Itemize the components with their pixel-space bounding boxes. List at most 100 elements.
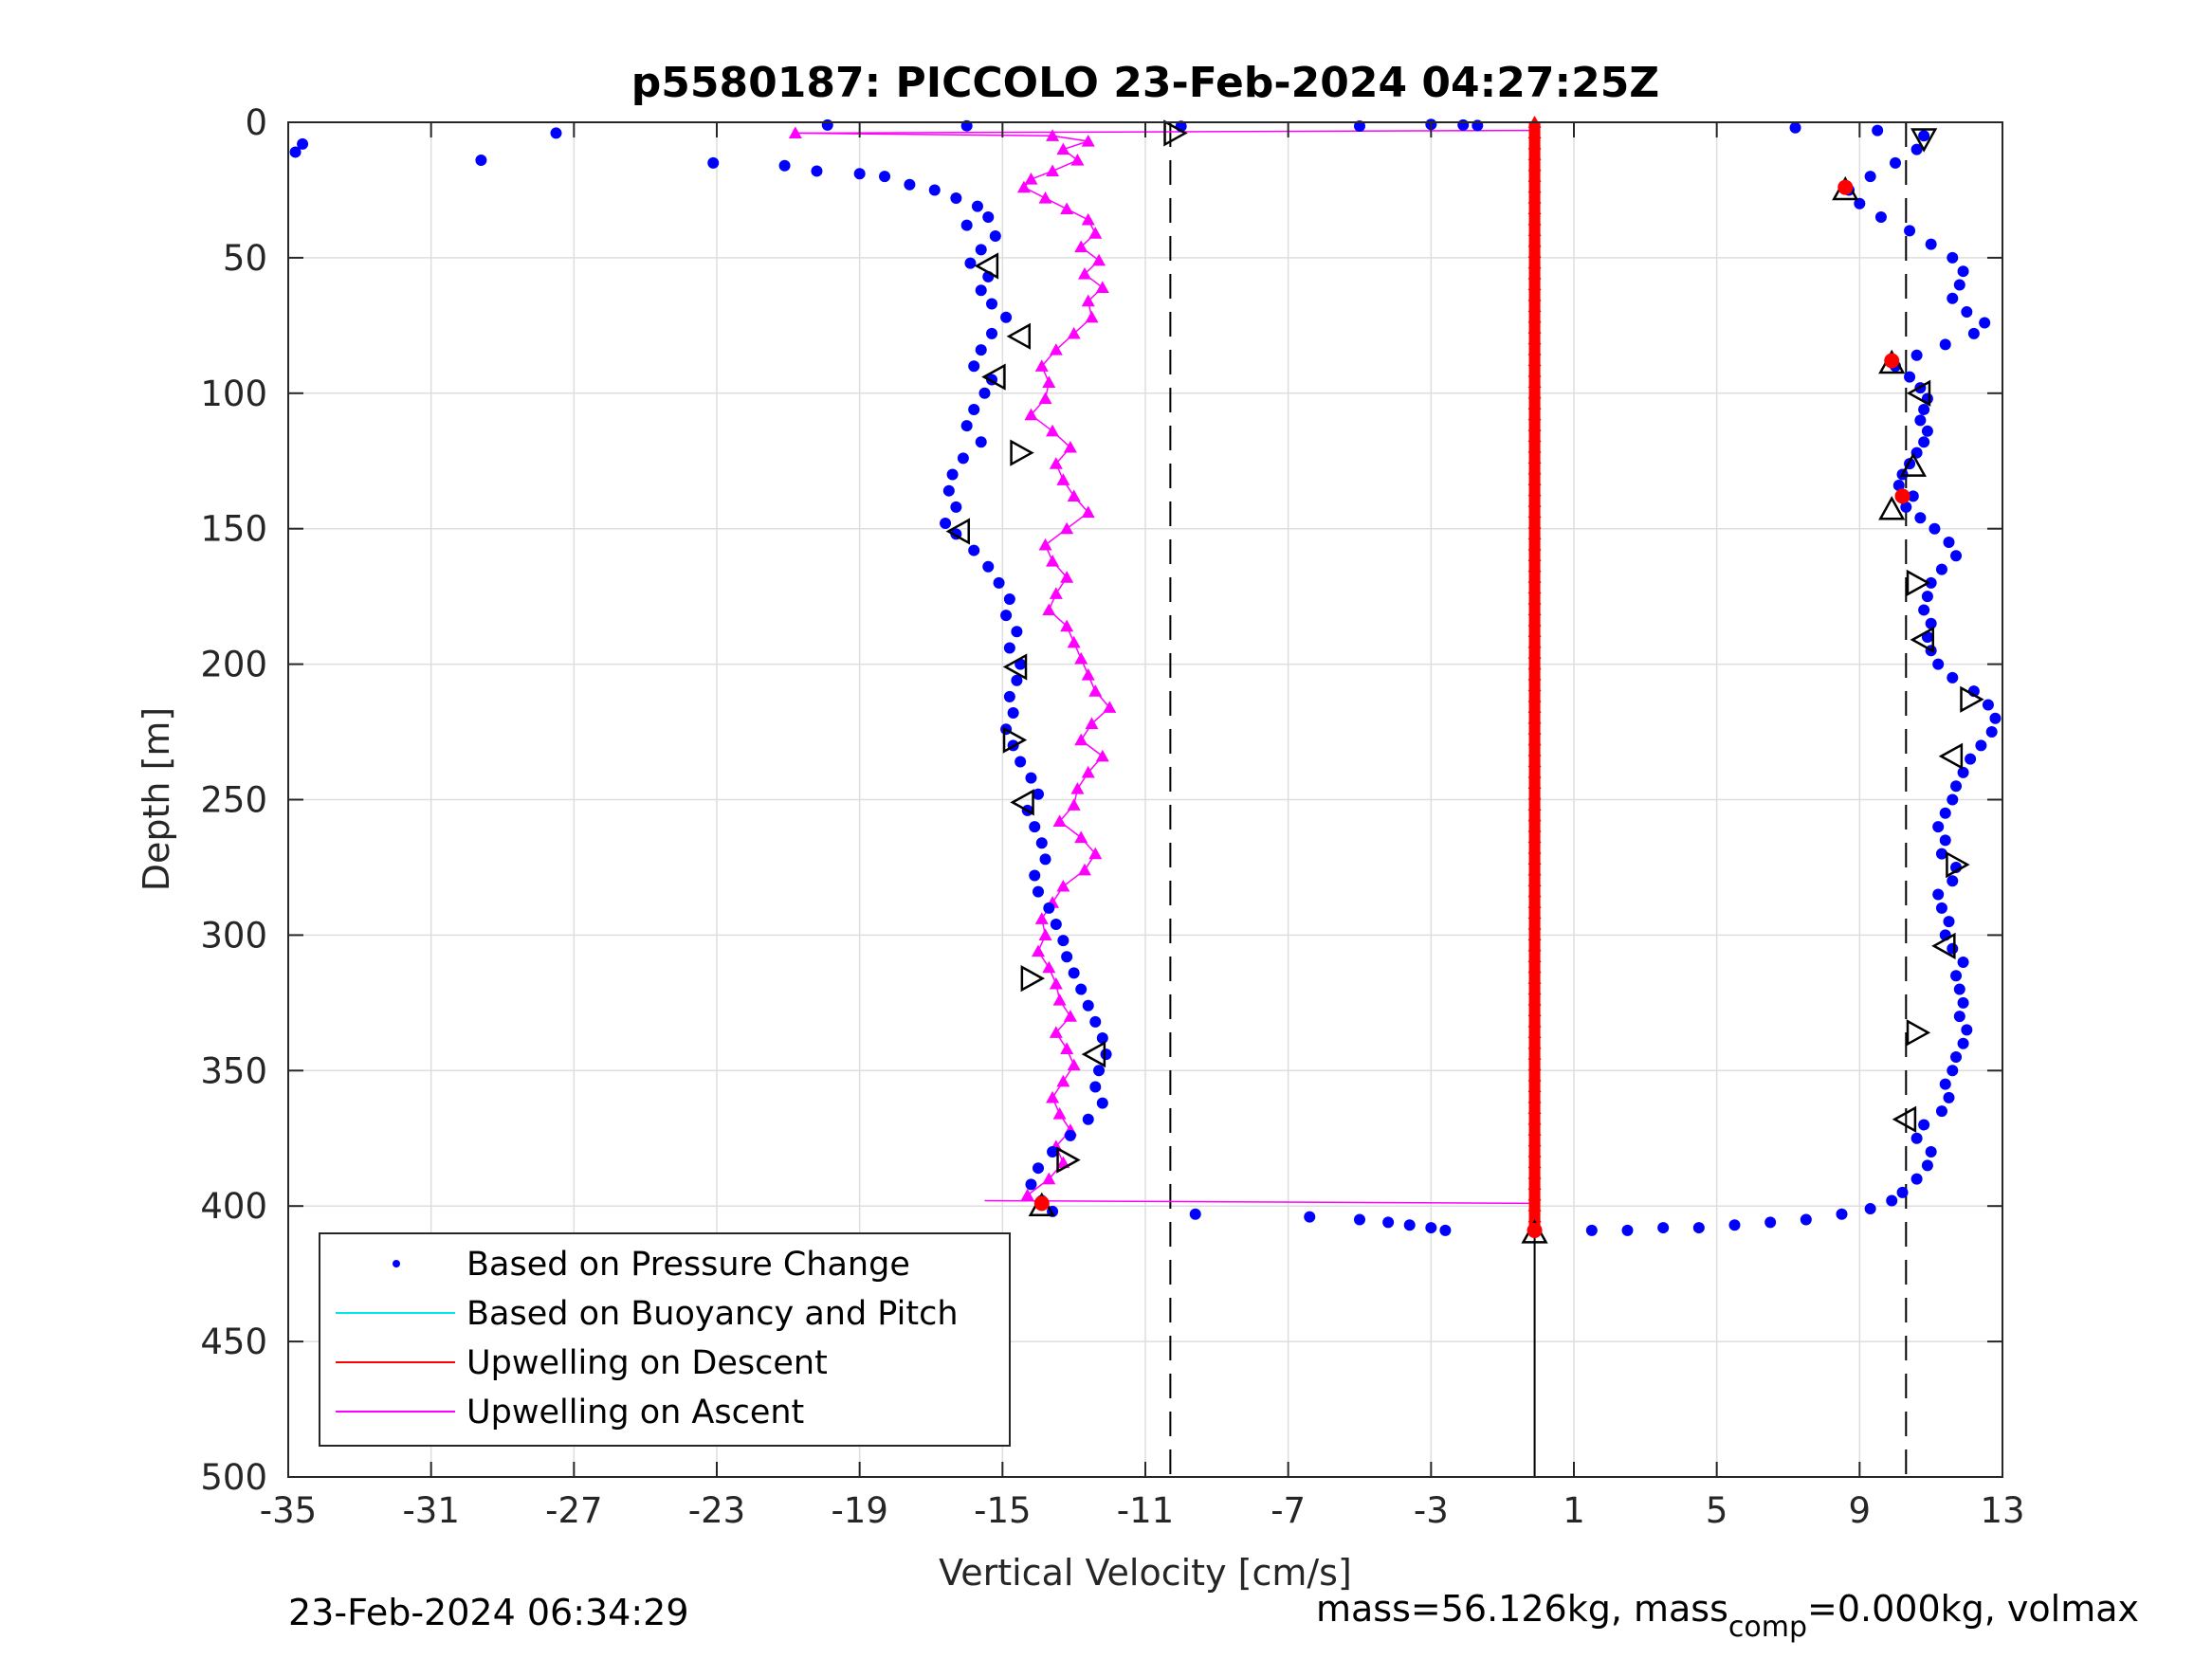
ascent-point — [1067, 1058, 1081, 1071]
pressure-descent-point — [1000, 610, 1013, 622]
pressure-ascent-point — [1886, 1194, 1898, 1207]
open-triangle-point — [1960, 685, 1984, 713]
descent-point — [1527, 939, 1542, 952]
pressure-ascent-point — [1789, 121, 1801, 134]
pressure-ascent-point — [1957, 766, 1969, 778]
descent-point — [1527, 863, 1542, 876]
pressure-descent-point — [978, 387, 991, 399]
descent-point — [1527, 852, 1542, 865]
ascent-point — [1067, 798, 1081, 811]
ascent-point — [1060, 521, 1074, 535]
pressure-descent-point — [1035, 837, 1048, 849]
pressure-ascent-point — [1947, 251, 1959, 264]
pressure-ascent-point — [1947, 671, 1959, 684]
pressure-ascent-point — [1957, 996, 1969, 1009]
ascent-point — [1049, 587, 1063, 599]
ascent-point — [1046, 554, 1060, 567]
y-axis-ticks: 0 50 100 150 200 250 300 350 400 450 500 — [200, 102, 2002, 1498]
descent-point — [1527, 1080, 1542, 1093]
ascent-point — [1052, 814, 1067, 827]
pressure-descent-point — [989, 230, 1001, 243]
descent-point — [1527, 993, 1542, 1006]
open-triangle-point — [1892, 1105, 1917, 1133]
descent-point — [1527, 917, 1542, 930]
pressure-descent-point — [289, 146, 302, 158]
ascent-point — [1092, 253, 1106, 266]
pressure-ascent-point — [1947, 793, 1959, 806]
descent-point — [1527, 701, 1542, 713]
x-tick-label: -35 — [260, 1490, 317, 1531]
red-dot-point — [1837, 179, 1854, 195]
pressure-ascent-point — [1872, 124, 1884, 137]
pressure-descent-point — [940, 517, 952, 529]
open-triangle-point — [1878, 496, 1906, 520]
ascent-point — [1042, 960, 1056, 974]
descent-point — [1527, 982, 1542, 995]
ascent-point — [1056, 1156, 1070, 1169]
open-triangle-point — [945, 518, 970, 545]
x-tick-label: -19 — [831, 1490, 887, 1531]
footer-timestamp: 23-Feb-2024 06:34:29 — [288, 1592, 689, 1633]
pressure-ascent-point — [1800, 1213, 1812, 1226]
descent-point — [1527, 148, 1542, 160]
open-triangle-point — [1910, 128, 1938, 153]
descent-point — [1527, 787, 1542, 800]
pressure-ascent-point — [1943, 536, 1955, 548]
pressure-ascent-point — [1925, 617, 1937, 629]
y-tick-label: 0 — [245, 102, 267, 143]
descent-point — [1527, 246, 1542, 258]
pressure-ascent-point — [1961, 1024, 1973, 1036]
descent-point — [1527, 1188, 1542, 1201]
pressure-descent-point — [993, 576, 1005, 589]
ascent-point — [1060, 619, 1074, 632]
pressure-ascent-point — [1910, 1173, 1923, 1185]
pressure-ascent-point — [1896, 1186, 1909, 1198]
pressure-ascent-point — [1947, 292, 1959, 304]
pressure-ascent-point — [1836, 1208, 1848, 1220]
open-triangle-point — [1906, 1019, 1931, 1047]
x-tick-label: -15 — [974, 1490, 1031, 1531]
descent-point — [1527, 375, 1542, 388]
pressure-descent-point — [853, 168, 866, 180]
ascent-point — [1020, 1188, 1034, 1201]
red-dot-point — [1884, 353, 1900, 369]
descent-point — [1527, 1166, 1542, 1179]
pressure-descent-point — [975, 244, 987, 256]
ascent-point — [1095, 749, 1109, 762]
pressure-descent-point — [946, 468, 959, 481]
descent-point — [1527, 1145, 1542, 1158]
descent-point — [1527, 1048, 1542, 1060]
ascent-point — [1056, 1074, 1070, 1087]
pressure-descent-point — [982, 211, 995, 224]
descent-point — [1527, 516, 1542, 529]
pressure-ascent-point — [1921, 591, 1933, 603]
pressure-descent-point — [928, 184, 941, 196]
pressure-ascent-point — [1728, 1219, 1741, 1231]
ascent-point — [1070, 154, 1085, 166]
y-tick-label: 400 — [200, 1186, 267, 1227]
open-triangle-point — [1906, 379, 1931, 407]
pressure-descent-point — [1064, 1129, 1076, 1141]
footer-mass-subscript: comp — [1728, 1611, 1807, 1644]
open-triangle-point — [1010, 439, 1034, 466]
pressure-ascent-point — [1953, 983, 1965, 995]
pressure-ascent-point — [1985, 726, 1998, 738]
pressure-descent-point — [879, 171, 891, 183]
descent-point — [1527, 906, 1542, 920]
descent-point — [1527, 950, 1542, 962]
descent-point — [1527, 300, 1542, 312]
pressure-descent-point — [1029, 821, 1041, 833]
descent-point — [1527, 354, 1542, 367]
pressure-ascent-point — [1935, 563, 1947, 575]
ascent-point — [1038, 191, 1052, 204]
descent-point — [1527, 581, 1542, 594]
x-tick-label: -27 — [545, 1490, 602, 1531]
pressure-ascent-point — [1932, 888, 1945, 901]
ascent-point — [1034, 359, 1049, 372]
ascent-point — [1085, 717, 1099, 730]
open-triangle-point — [1010, 789, 1034, 816]
pressure-descent-point — [1093, 1065, 1106, 1077]
pressure-descent-point — [1089, 1081, 1102, 1093]
ascent-point — [1067, 635, 1081, 648]
pressure-descent-point — [950, 192, 962, 205]
